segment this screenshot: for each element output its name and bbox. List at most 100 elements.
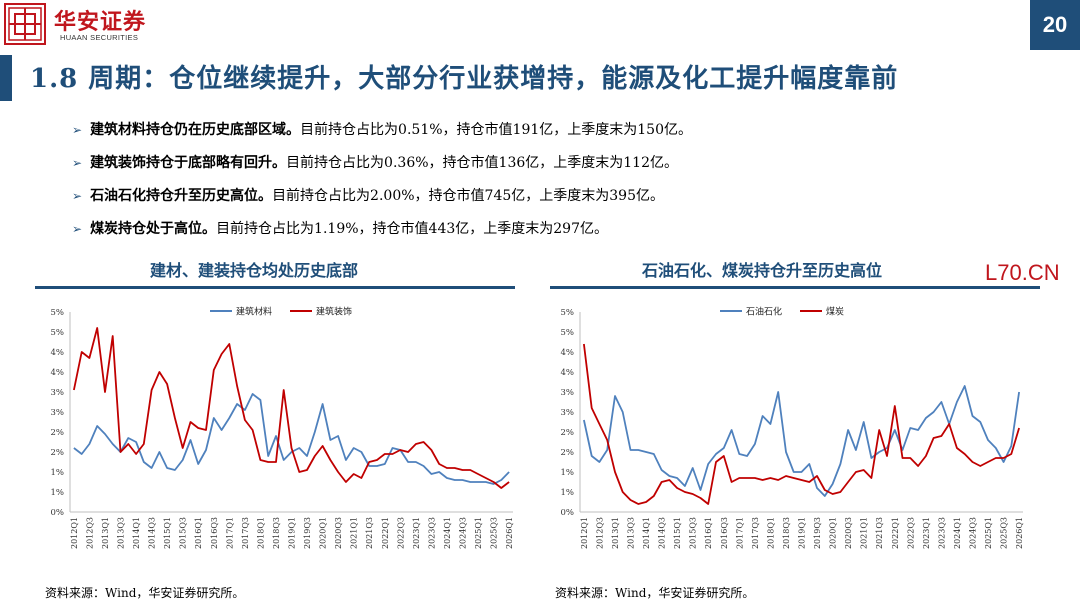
x-tick-label: 2026Q1 [505, 517, 514, 549]
arrow-bullet-icon: ➢ [72, 189, 83, 203]
huaan-logo-icon [4, 3, 46, 45]
y-tick-label: 4% [561, 368, 575, 378]
x-tick-label: 2013Q3 [627, 517, 636, 549]
x-tick-label: 2025Q1 [984, 517, 993, 549]
x-tick-label: 2013Q1 [611, 517, 620, 549]
chart-rule-left [35, 286, 515, 289]
source-note-left: 资料来源：Wind，华安证券研究所。 [45, 586, 245, 600]
x-tick-label: 2014Q1 [132, 517, 141, 549]
y-tick-label: 0% [51, 508, 65, 518]
x-tick-label: 2023Q1 [412, 517, 421, 549]
x-tick-label: 2025Q1 [474, 517, 483, 549]
x-tick-label: 2014Q3 [148, 517, 157, 549]
legend-label: 石油石化 [746, 306, 782, 318]
y-tick-label: 4% [561, 348, 575, 358]
y-tick-label: 3% [561, 388, 575, 398]
series-line [73, 327, 510, 489]
chart-title-right: 石油石化、煤炭持仓升至历史高位 [642, 261, 883, 280]
x-tick-label: 2019Q1 [798, 517, 807, 549]
bullet-bold: 煤炭持仓处于高位。 [90, 221, 217, 237]
x-tick-label: 2020Q1 [829, 517, 838, 549]
x-tick-label: 2024Q3 [458, 517, 467, 549]
x-tick-label: 2022Q1 [891, 517, 900, 549]
x-tick-label: 2020Q3 [844, 517, 853, 549]
y-tick-label: 3% [51, 408, 65, 418]
x-tick-label: 2025Q3 [490, 517, 499, 549]
bullet-text: 目前持仓占比为0.51%，持仓市值191亿，上季度末为150亿。 [300, 122, 692, 138]
series-line [583, 343, 1020, 505]
y-tick-label: 1% [561, 468, 575, 478]
x-tick-label: 2012Q3 [595, 517, 604, 549]
x-tick-label: 2017Q1 [735, 517, 744, 549]
source-note-right: 资料来源：Wind，华安证券研究所。 [555, 586, 755, 600]
x-tick-label: 2016Q1 [704, 517, 713, 549]
x-tick-label: 2018Q1 [256, 517, 265, 549]
x-tick-label: 2014Q3 [658, 517, 667, 549]
x-tick-label: 2022Q3 [906, 517, 915, 549]
line-chart-left: 0% 1% 1% 2% 2% 3% 3% 4% 4% 5% 5% 2012Q1 2012Q3 2013Q1… [51, 306, 515, 550]
x-tick-label: 2023Q1 [922, 517, 931, 549]
bullet-item: ➢ 建筑装饰持仓于底部略有回升。 目前持仓占比为0.36%，持仓市值136亿，上季度… [72, 153, 692, 186]
page-number: 20 [1030, 0, 1080, 50]
x-tick-label: 2016Q1 [194, 517, 203, 549]
y-tick-label: 4% [51, 348, 65, 358]
watermark: L70.CN [985, 260, 1060, 285]
x-tick-label: 2016Q3 [720, 517, 729, 549]
y-tick-label: 2% [51, 448, 65, 458]
x-tick-label: 2021Q1 [350, 517, 359, 549]
y-tick-label: 4% [51, 368, 65, 378]
x-tick-label: 2021Q1 [860, 517, 869, 549]
chart-rule-right [550, 286, 1040, 289]
x-tick-label: 2013Q3 [117, 517, 126, 549]
arrow-bullet-icon: ➢ [72, 156, 83, 170]
arrow-bullet-icon: ➢ [72, 222, 83, 236]
bullet-text: 目前持仓占比为2.00%，持仓市值745亿，上季度末为395亿。 [272, 188, 664, 204]
y-tick-label: 1% [51, 488, 65, 498]
x-tick-label: 2018Q3 [272, 517, 281, 549]
x-tick-label: 2012Q1 [580, 517, 589, 549]
x-tick-label: 2026Q1 [1015, 517, 1024, 549]
bullet-list: ➢ 建筑材料持仓仍在历史底部区域。 目前持仓占比为0.51%，持仓市值191亿，上季… [72, 120, 692, 252]
bullet-item: ➢ 石油石化持仓升至历史高位。 目前持仓占比为2.00%，持仓市值745亿，上季度末… [72, 186, 692, 219]
page-title: 1.8 周期：仓位继续提升，大部分行业获增持，能源及化工提升幅度靠前 [30, 64, 899, 94]
x-tick-label: 2019Q3 [813, 517, 822, 549]
y-tick-label: 2% [561, 428, 575, 438]
bullet-item: ➢ 煤炭持仓处于高位。 目前持仓占比为1.19%，持仓市值443亿，上季度末为297… [72, 219, 692, 252]
bullet-bold: 建筑材料持仓仍在历史底部区域。 [90, 122, 301, 138]
x-tick-label: 2020Q1 [319, 517, 328, 549]
series-line [73, 393, 510, 485]
x-tick-label: 2019Q1 [288, 517, 297, 549]
x-tick-label: 2015Q3 [179, 517, 188, 549]
x-tick-label: 2021Q3 [365, 517, 374, 549]
x-tick-label: 2021Q3 [875, 517, 884, 549]
bullet-text: 目前持仓占比为0.36%，持仓市值136亿，上季度末为112亿。 [286, 155, 678, 171]
x-tick-label: 2015Q1 [673, 517, 682, 549]
y-tick-label: 3% [51, 388, 65, 398]
brand-name-en: HUAAN SECURITIES [60, 33, 139, 42]
line-chart-right: 0% 1% 1% 2% 2% 3% 3% 4% 4% 5% 5% 2012Q1 2012Q3 2013Q1… [561, 306, 1025, 550]
series-line [583, 385, 1020, 497]
legend-label: 建筑材料 [236, 306, 272, 318]
y-tick-label: 5% [51, 308, 65, 318]
x-tick-label: 2024Q3 [968, 517, 977, 549]
legend-label: 建筑装饰 [316, 306, 352, 318]
y-tick-label: 5% [561, 308, 575, 318]
bullet-text: 目前持仓占比为1.19%，持仓市值443亿，上季度末为297亿。 [216, 221, 608, 237]
x-tick-label: 2016Q3 [210, 517, 219, 549]
x-tick-label: 2024Q1 [443, 517, 452, 549]
x-tick-label: 2023Q3 [427, 517, 436, 549]
x-tick-label: 2022Q3 [396, 517, 405, 549]
y-tick-label: 5% [51, 328, 65, 338]
x-tick-label: 2013Q1 [101, 517, 110, 549]
x-tick-label: 2025Q3 [1000, 517, 1009, 549]
y-tick-label: 0% [561, 508, 575, 518]
legend-label: 煤炭 [826, 306, 844, 318]
bullet-bold: 石油石化持仓升至历史高位。 [90, 188, 273, 204]
y-tick-label: 2% [561, 448, 575, 458]
bullet-bold: 建筑装饰持仓于底部略有回升。 [90, 155, 287, 171]
arrow-bullet-icon: ➢ [72, 123, 83, 137]
x-tick-label: 2015Q3 [689, 517, 698, 549]
x-tick-label: 2022Q1 [381, 517, 390, 549]
x-tick-label: 2012Q3 [85, 517, 94, 549]
x-tick-label: 2023Q3 [937, 517, 946, 549]
